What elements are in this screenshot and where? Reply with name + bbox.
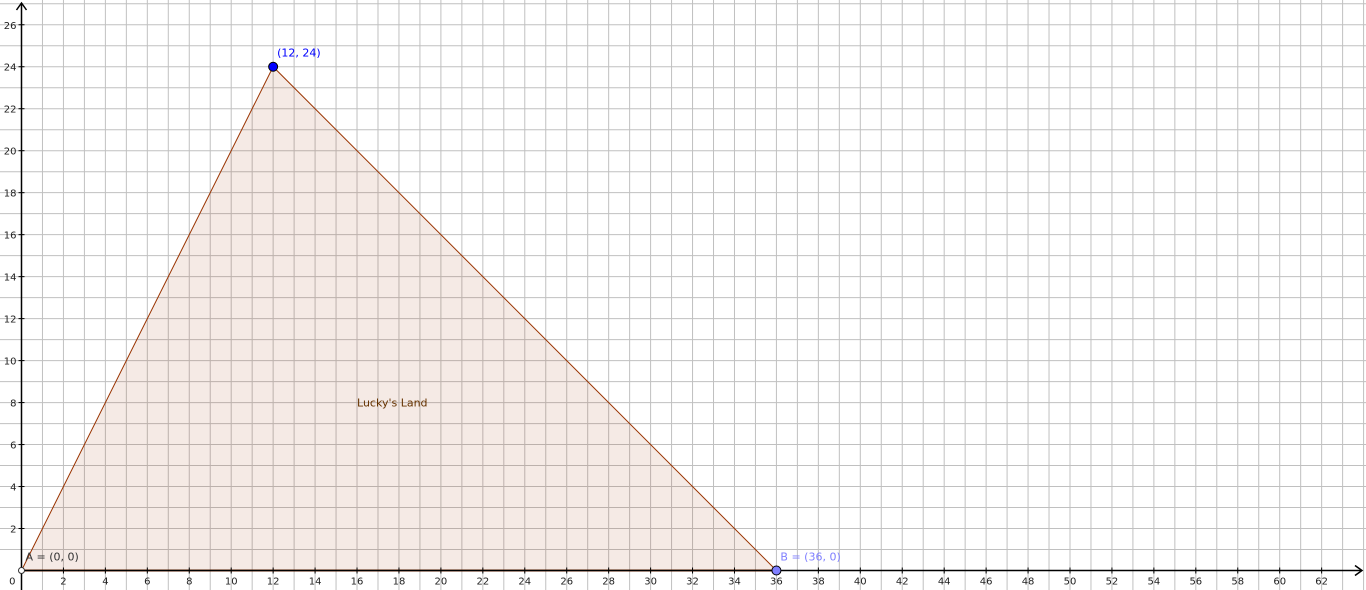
y-tick-label: 8 — [10, 399, 16, 410]
y-tick-label: 18 — [4, 189, 17, 200]
x-tick-label: 28 — [602, 577, 615, 588]
y-tick-label: 16 — [4, 231, 17, 242]
x-tick-label: 16 — [351, 577, 364, 588]
x-tick-label: 34 — [728, 577, 741, 588]
y-tick-label: 14 — [4, 273, 17, 284]
x-tick-label: 6 — [144, 577, 150, 588]
x-tick-label: 30 — [644, 577, 657, 588]
y-tick-label: 24 — [4, 63, 17, 74]
axes — [15, 1, 1364, 590]
x-tick-label: 36 — [770, 577, 783, 588]
origin-label: 0 — [9, 577, 15, 588]
tick-labels: 2 4 6 8 10 12 14 16 18 20 22 24 26 28 30 32 34 36 38 40 42 44… — [4, 21, 1328, 588]
y-tick-label: 20 — [4, 147, 17, 158]
polygon-label: Lucky's Land — [357, 397, 428, 410]
x-tick-label: 62 — [1315, 577, 1328, 588]
x-tick-label: 2 — [60, 577, 66, 588]
x-tick-label: 26 — [560, 577, 573, 588]
x-tick-label: 8 — [186, 577, 192, 588]
x-tick-label: 44 — [938, 577, 951, 588]
y-axis-arrow — [15, 1, 28, 11]
x-tick-label: 12 — [267, 577, 280, 588]
point-label-a: A = (0, 0) — [26, 551, 79, 564]
x-tick-label: 40 — [854, 577, 867, 588]
y-tick-label: 6 — [10, 441, 16, 452]
x-tick-label: 48 — [1022, 577, 1035, 588]
x-tick-label: 24 — [518, 577, 531, 588]
x-tick-label: 42 — [896, 577, 909, 588]
y-tick-label: 10 — [4, 357, 17, 368]
x-tick-label: 50 — [1064, 577, 1077, 588]
x-tick-label: 4 — [102, 577, 108, 588]
point-label-b: B = (36, 0) — [780, 551, 840, 564]
x-tick-label: 58 — [1231, 577, 1244, 588]
point-c — [268, 61, 279, 72]
point-label-c: (12, 24) — [277, 47, 321, 60]
x-tick-label: 32 — [686, 577, 699, 588]
y-tick-label: 12 — [4, 315, 17, 326]
x-tick-label: 10 — [225, 577, 238, 588]
x-tick-label: 38 — [812, 577, 825, 588]
point-b — [771, 565, 782, 576]
x-tick-label: 60 — [1273, 577, 1286, 588]
x-axis-arrow — [1354, 564, 1364, 577]
x-tick-label: 56 — [1189, 577, 1202, 588]
y-tick-label: 22 — [4, 105, 17, 116]
x-tick-label: 18 — [393, 577, 406, 588]
x-tick-label: 52 — [1106, 577, 1119, 588]
x-tick-label: 22 — [476, 577, 489, 588]
y-tick-label: 2 — [10, 525, 16, 536]
y-tick-label: 4 — [10, 483, 16, 494]
x-tick-label: 20 — [435, 577, 448, 588]
x-tick-label: 14 — [309, 577, 322, 588]
points-layer: A = (0, 0) (12, 24) B = (36, 0) — [18, 47, 841, 576]
x-tick-label: 54 — [1148, 577, 1161, 588]
point-a — [18, 567, 25, 574]
x-tick-label: 46 — [980, 577, 993, 588]
y-tick-label: 26 — [4, 21, 17, 32]
